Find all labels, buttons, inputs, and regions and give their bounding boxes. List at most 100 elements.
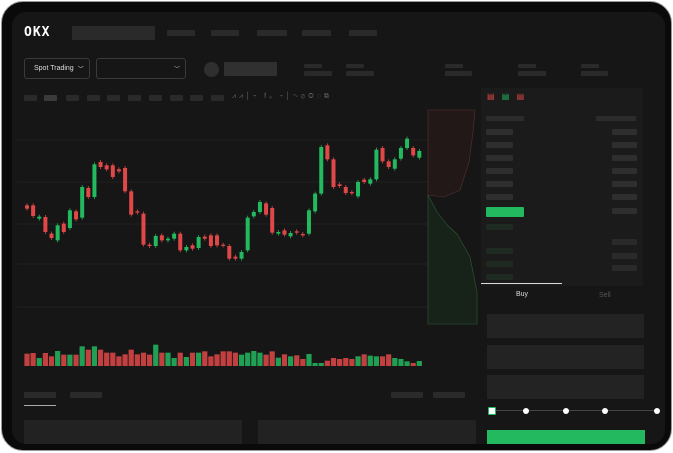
volume-bar xyxy=(361,354,367,366)
bottom-tab-2[interactable] xyxy=(70,392,102,398)
candle-body xyxy=(110,165,115,177)
bottom-card-1 xyxy=(24,420,242,444)
pen-icon[interactable]: ⊘ xyxy=(300,93,309,100)
orderbook-asks-icon[interactable]: ▤ xyxy=(516,92,525,101)
total-input[interactable] xyxy=(487,375,644,399)
bottom-tab-underline xyxy=(24,405,56,406)
volume-bar xyxy=(337,359,343,366)
volume-bar xyxy=(104,352,110,366)
volume-bar xyxy=(416,361,422,366)
volume-bar xyxy=(134,354,140,366)
orderbook-bids-icon[interactable]: ▤ xyxy=(501,92,510,101)
candle-body xyxy=(227,246,232,259)
stat-label xyxy=(304,64,322,68)
timeframe-button[interactable] xyxy=(87,95,100,101)
ask-size xyxy=(612,129,637,135)
coin-avatar xyxy=(204,62,219,77)
timeframe-button[interactable] xyxy=(107,95,120,101)
volume-bar xyxy=(306,354,312,366)
pair-price xyxy=(224,62,277,76)
volume-bar xyxy=(312,363,318,366)
nav-item[interactable] xyxy=(211,30,239,36)
candle-body xyxy=(276,232,281,234)
chevron-down-icon: ﹀ xyxy=(77,67,84,73)
bottom-action-2[interactable] xyxy=(433,392,465,398)
orderbook-both-icon[interactable]: ▤ xyxy=(487,92,495,101)
volume-bar xyxy=(128,349,134,366)
volume-bar xyxy=(183,357,189,366)
timeframe-button[interactable] xyxy=(128,95,141,101)
candle-body xyxy=(129,191,134,215)
timeframe-button[interactable] xyxy=(44,95,57,101)
tab-buy[interactable]: Buy xyxy=(516,291,529,298)
stat-value xyxy=(445,71,472,76)
slider-mark-75[interactable] xyxy=(602,408,608,414)
nav-item[interactable] xyxy=(257,30,287,36)
bottom-tab-1[interactable] xyxy=(24,392,56,398)
volume-bar xyxy=(392,358,398,366)
candle-body xyxy=(208,235,213,246)
tab-sell[interactable]: Sell xyxy=(599,292,611,299)
candle-body xyxy=(251,212,256,217)
volume-bar xyxy=(355,356,361,366)
timeframe-button[interactable] xyxy=(190,95,203,101)
volume-bar xyxy=(410,363,416,366)
volume-bar xyxy=(294,355,300,366)
nav-item[interactable] xyxy=(349,30,377,36)
nav-item[interactable] xyxy=(167,30,195,36)
timeframe-button[interactable] xyxy=(24,95,37,101)
slider-mark-25[interactable] xyxy=(523,408,529,414)
volume-bar xyxy=(269,351,275,366)
indicator-icon[interactable]: ▿ f₀ ▿ xyxy=(253,93,286,100)
timeframe-button[interactable] xyxy=(211,95,224,101)
candle-body xyxy=(221,244,226,246)
volume-bar xyxy=(379,356,386,366)
volume-bar xyxy=(42,353,48,366)
candle-body xyxy=(325,145,330,160)
screen: OKX Spot Trading ﹀ ﹀ ⩘⩘│▿ f₀ ▿│∿⊘◎◌⧉ ▤ ▤… xyxy=(12,12,665,444)
volume-bar xyxy=(238,354,245,366)
amount-input[interactable] xyxy=(487,345,644,369)
lock-icon[interactable]: ◌ xyxy=(316,93,324,100)
expand-icon[interactable]: ⧉ xyxy=(323,93,332,100)
volume-bar xyxy=(287,356,294,366)
buy-button[interactable] xyxy=(487,430,645,444)
pair-dropdown[interactable]: ﹀ xyxy=(96,58,186,79)
candle-body xyxy=(31,205,36,216)
magnet-icon[interactable]: ◎ xyxy=(308,93,317,100)
line-tool-icon[interactable]: ⩘⩘ xyxy=(232,93,246,100)
stat-label xyxy=(518,64,536,68)
candle-body xyxy=(343,187,348,193)
price-input[interactable] xyxy=(487,314,644,338)
timeframe-button[interactable] xyxy=(149,95,162,101)
slider-handle[interactable] xyxy=(488,407,496,415)
bottom-action-1[interactable] xyxy=(391,392,423,398)
volume-bar xyxy=(343,358,349,366)
volume-bar xyxy=(208,356,214,366)
spot-trading-button[interactable]: Spot Trading ﹀ xyxy=(24,58,90,79)
stat-label xyxy=(581,64,599,68)
volume-bar xyxy=(189,352,196,366)
volume-bar xyxy=(373,356,380,366)
volume-bar xyxy=(202,351,208,366)
candle-body xyxy=(239,252,244,259)
bid-size xyxy=(612,265,637,271)
nav-item[interactable] xyxy=(302,30,331,36)
candle-body xyxy=(215,235,220,246)
slider-mark-50[interactable] xyxy=(563,408,569,414)
timeframe-button[interactable] xyxy=(66,95,79,101)
ask-price xyxy=(486,181,513,187)
candle-body xyxy=(300,234,305,236)
search-bar[interactable] xyxy=(72,26,155,40)
orderbook-view-toggles: ▤ ▤ ▤ xyxy=(487,92,524,101)
trend-icon[interactable]: ∿ xyxy=(293,93,301,100)
volume-bar xyxy=(55,351,61,366)
volume-bar xyxy=(349,359,355,366)
timeframe-button[interactable] xyxy=(170,95,183,101)
slider-mark-100[interactable] xyxy=(654,408,660,414)
candle-body xyxy=(80,187,85,218)
amount-slider-track[interactable] xyxy=(492,410,657,411)
candlestick-chart[interactable] xyxy=(12,12,482,372)
volume-bar xyxy=(398,359,404,366)
volume-bar xyxy=(116,356,122,366)
